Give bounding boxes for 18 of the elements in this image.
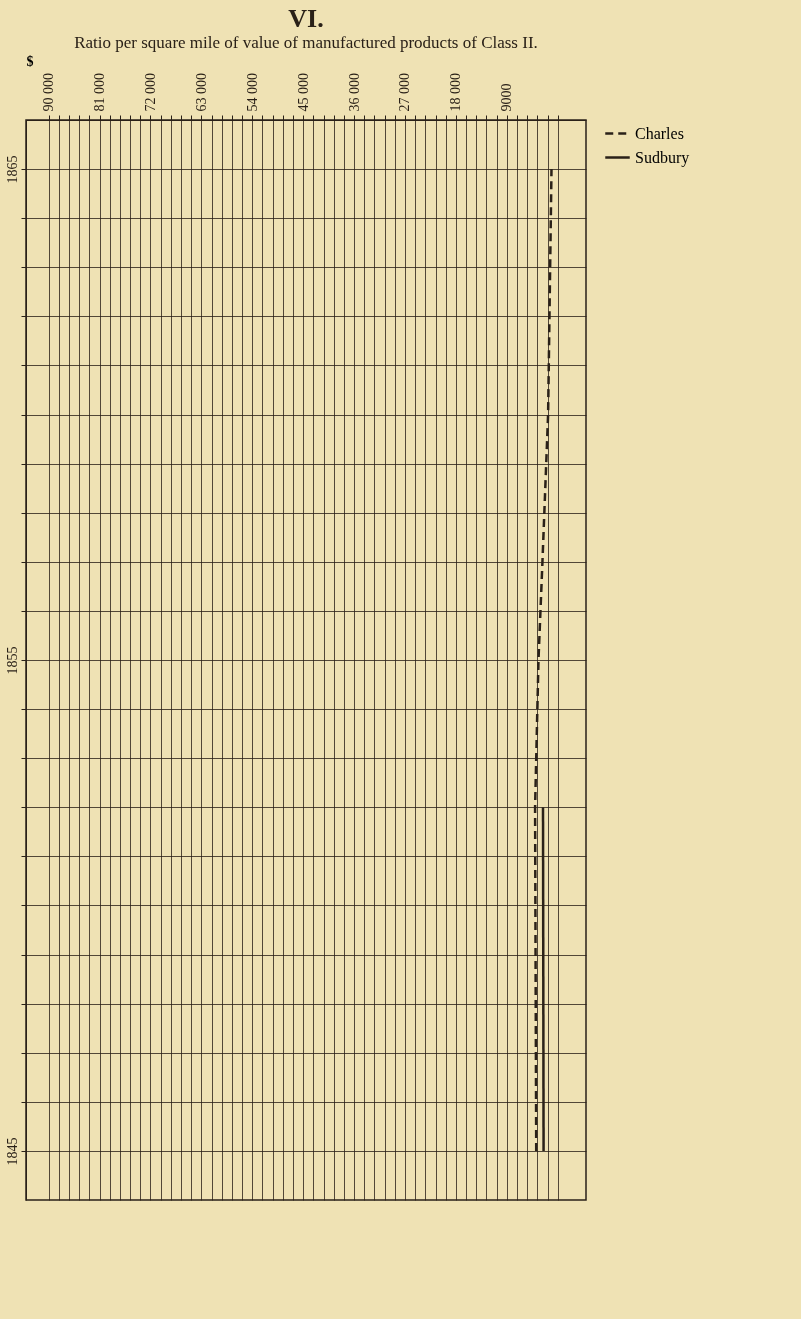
x-tick-label: 72 000 [142,73,158,112]
x-tick-label: 27 000 [397,73,413,112]
y-tick-label: 1855 [4,646,20,675]
chart-subtitle: Ratio per square mile of value of manufactured products of Class II. [74,32,538,52]
legend-label: Sudbury [635,148,690,167]
x-tick-label: 45 000 [295,73,311,112]
chart-title: VI. [288,3,324,33]
y-tick-label: 1865 [4,155,20,184]
x-tick-label: 63 000 [193,73,209,112]
legend-label: Charles [635,124,684,142]
x-tick-label: 36 000 [346,73,362,112]
x-axis-title: $ [26,54,34,69]
x-tick-label: 81 000 [92,73,108,112]
x-tick-label: 18 000 [448,73,464,112]
x-tick-label: 90 000 [41,73,57,112]
y-tick-label: 1845 [4,1137,20,1166]
x-tick-label: 54 000 [244,73,260,112]
x-tick-label: 9000 [499,83,515,112]
